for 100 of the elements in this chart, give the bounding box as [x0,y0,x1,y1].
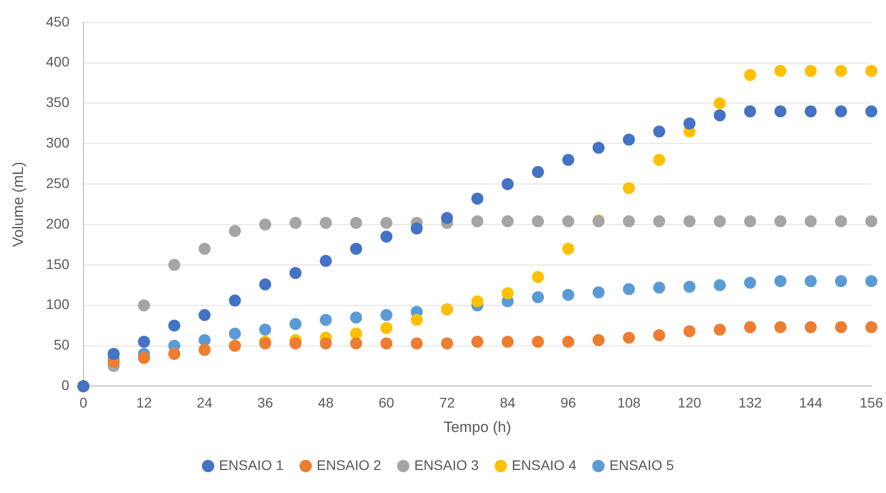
point [290,337,302,350]
point [774,64,786,77]
point [350,216,362,229]
point [562,242,574,255]
y-tick-label: 300 [46,134,70,151]
x-tick-label: 60 [378,394,394,410]
point [410,314,423,326]
point [350,311,362,324]
point [865,64,878,77]
point [198,309,211,322]
point [562,288,574,301]
x-tick-label: 36 [257,394,274,410]
point [835,321,848,334]
point [804,321,817,334]
point [774,215,786,228]
point [108,348,120,360]
x-tick-label: 156 [860,394,884,410]
point [714,97,726,110]
point [380,309,392,322]
point [502,287,514,300]
x-tick-label: 24 [196,394,213,410]
point [532,336,544,348]
point [471,295,484,308]
point [198,334,211,346]
point [410,222,423,235]
y-tick-label: 250 [46,174,70,191]
point [683,117,696,130]
point [865,321,878,334]
point [653,282,666,294]
point [532,291,544,304]
point [532,166,544,178]
point [290,216,302,229]
legend-label: ENSAIO 1 [219,456,284,473]
point [380,322,392,334]
point [290,318,302,330]
point [290,267,302,280]
legend-label: ENSAIO 2 [316,456,382,473]
point [228,294,241,307]
x-tick-label: 144 [799,394,823,410]
x-tick-label: 84 [500,394,516,410]
point [471,215,484,228]
point [380,230,392,243]
point [865,105,878,118]
point [744,215,756,228]
point [774,105,786,118]
point [683,280,696,293]
point [804,105,817,118]
x-tick-label: 0 [79,394,88,410]
point [865,215,878,228]
point [744,276,756,289]
x-tick-label: 132 [738,394,762,410]
x-axis-title: Tempo (h) [444,419,512,436]
point [562,336,574,348]
point [320,314,332,326]
point [744,321,756,334]
point [502,336,514,348]
point [804,64,817,77]
point [198,242,211,255]
legend-label: ENSAIO 3 [414,456,480,473]
point [562,154,574,166]
point [622,182,635,194]
point [714,109,726,122]
point [259,278,272,290]
y-tick-label: 150 [46,256,70,272]
point [622,283,635,296]
point [320,337,332,350]
point [653,154,666,166]
y-tick-label: 450 [46,13,70,30]
y-tick-label: 50 [54,336,70,353]
point [350,242,362,255]
x-tick-label: 48 [318,394,334,410]
x-tick-label: 120 [678,394,702,410]
x-tick-label: 12 [136,394,152,410]
point [532,271,544,284]
point [744,68,756,81]
point [653,126,666,138]
point [502,178,514,190]
point [441,337,454,350]
point [168,320,180,332]
point [835,215,848,228]
point [653,215,666,228]
point [622,134,635,146]
point [835,275,848,288]
point [592,142,605,154]
point [410,337,423,350]
point [683,215,696,228]
point [502,215,514,228]
point [804,275,817,288]
point [168,258,180,271]
legend-label: ENSAIO 5 [609,456,674,473]
point [320,254,332,267]
point [714,324,726,336]
point [441,212,454,224]
point [714,215,726,228]
point [259,324,272,336]
point [350,337,362,350]
point [532,215,544,228]
y-tick-label: 0 [62,377,70,394]
x-tick-label: 96 [560,394,576,410]
point [259,218,272,231]
